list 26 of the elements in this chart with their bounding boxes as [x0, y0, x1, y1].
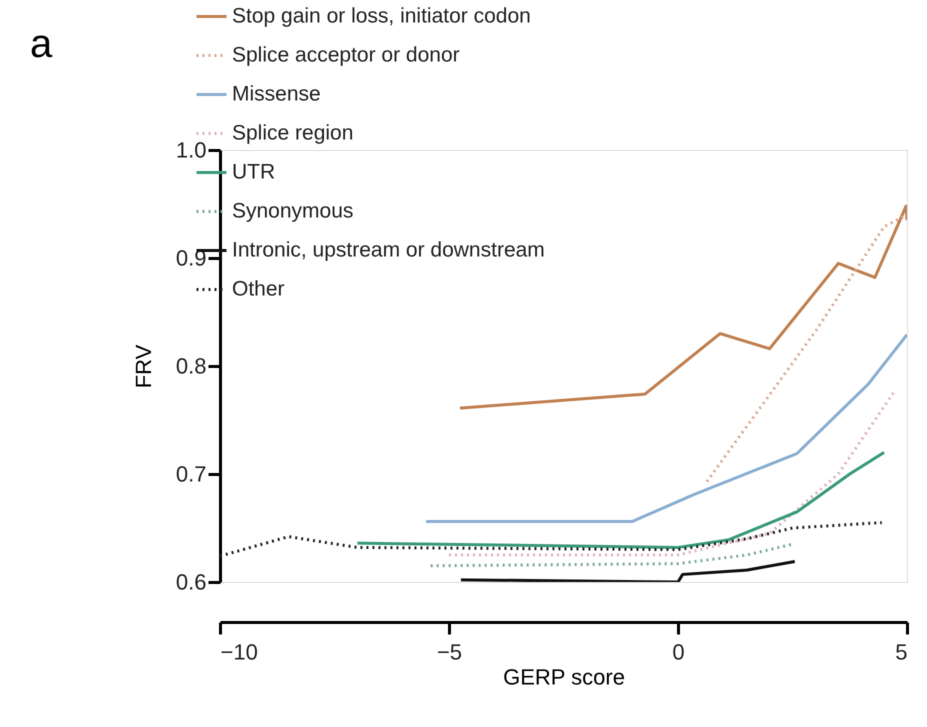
- line-series: [424, 333, 907, 524]
- x-tick-label: 5: [895, 640, 908, 664]
- y-axis-title: FRV: [130, 344, 156, 388]
- x-tick-label: 0: [672, 640, 685, 664]
- legend-label: Synonymous: [232, 200, 354, 222]
- legend-label: Other: [232, 278, 285, 300]
- line-series: [220, 521, 884, 558]
- legend-label: Intronic, upstream or downstream: [232, 238, 545, 262]
- y-tick-label: 0.8: [176, 354, 206, 378]
- y-tick-label: 1.0: [176, 138, 206, 162]
- line-series: [459, 560, 796, 582]
- line-series: [356, 450, 886, 549]
- y-tick-label: 0.6: [176, 570, 206, 594]
- legend-label: Stop gain or loss, initiator codon: [232, 4, 531, 28]
- chart-title: a: [30, 22, 53, 66]
- line-series: [705, 213, 907, 484]
- x-tick-label: −10: [220, 640, 258, 664]
- x-axis-title: GERP score: [503, 664, 625, 690]
- legend-label: Splice region: [232, 122, 354, 144]
- line-series: [448, 392, 895, 556]
- y-tick-label: 0.7: [176, 462, 206, 486]
- legend-label: UTR: [232, 160, 276, 184]
- line-series: [429, 542, 794, 568]
- x-tick-label: −5: [436, 640, 462, 664]
- legend-label: Missense: [232, 82, 321, 106]
- legend-label: Splice acceptor or donor: [232, 44, 460, 66]
